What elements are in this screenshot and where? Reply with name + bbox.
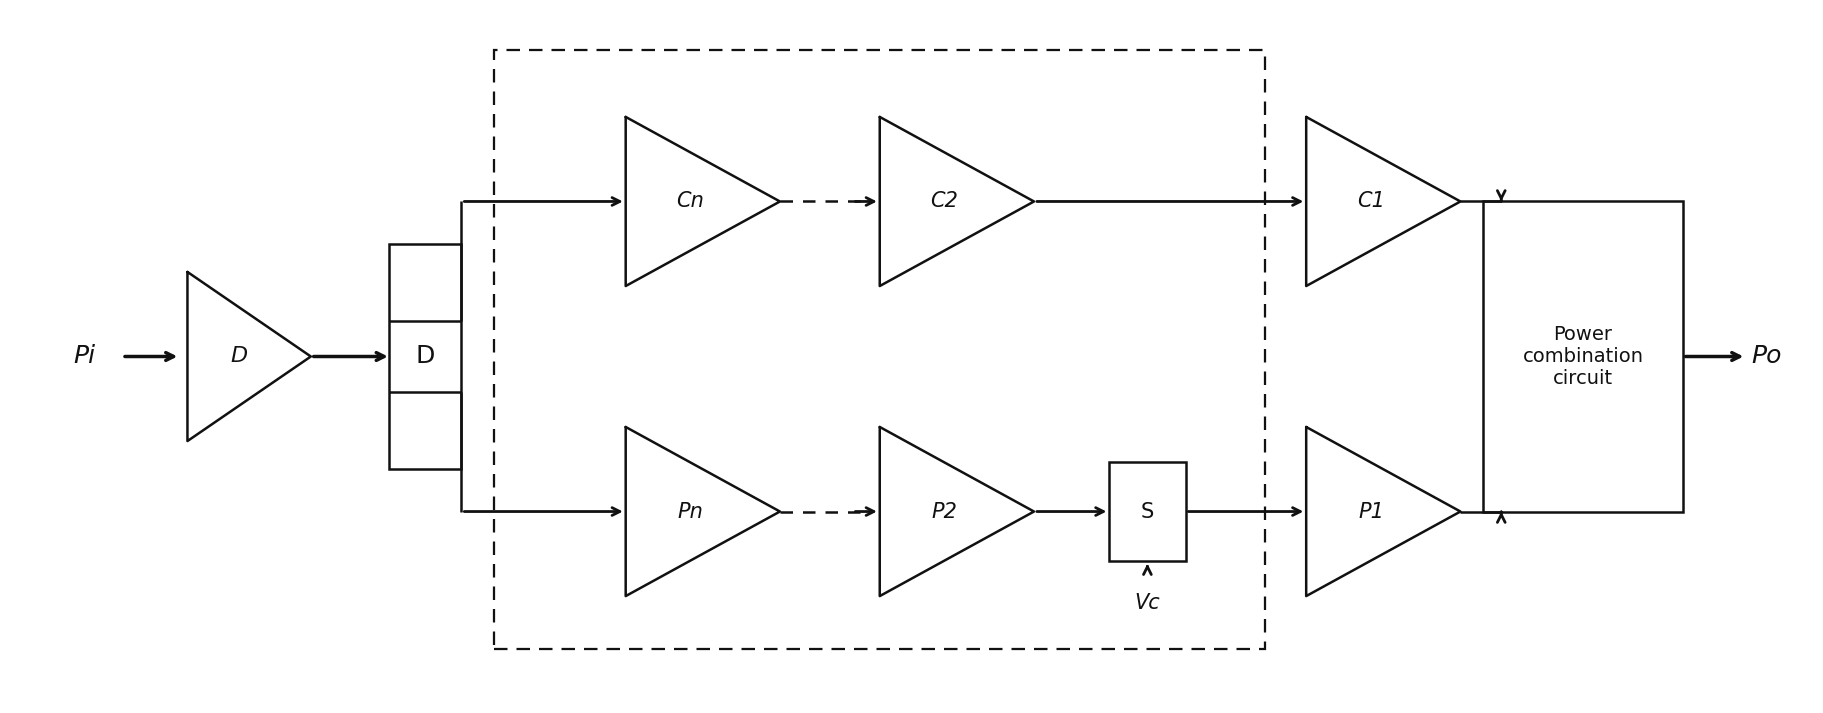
Text: Power
combination
circuit: Power combination circuit: [1522, 325, 1643, 388]
Text: Cn: Cn: [676, 192, 704, 212]
Text: Vc: Vc: [1134, 593, 1159, 612]
Bar: [1110, 462, 1185, 561]
Text: Pn: Pn: [678, 501, 704, 521]
Text: D: D: [232, 347, 248, 366]
Text: Po: Po: [1752, 344, 1783, 369]
Text: S: S: [1141, 501, 1154, 521]
Bar: [388, 244, 461, 469]
Text: P1: P1: [1358, 501, 1384, 521]
Text: D: D: [416, 344, 436, 369]
Bar: [494, 50, 1265, 649]
Text: C1: C1: [1356, 192, 1385, 212]
Text: P2: P2: [932, 501, 957, 521]
Bar: [1484, 202, 1683, 511]
Text: C2: C2: [930, 192, 959, 212]
Text: Pi: Pi: [73, 344, 95, 369]
